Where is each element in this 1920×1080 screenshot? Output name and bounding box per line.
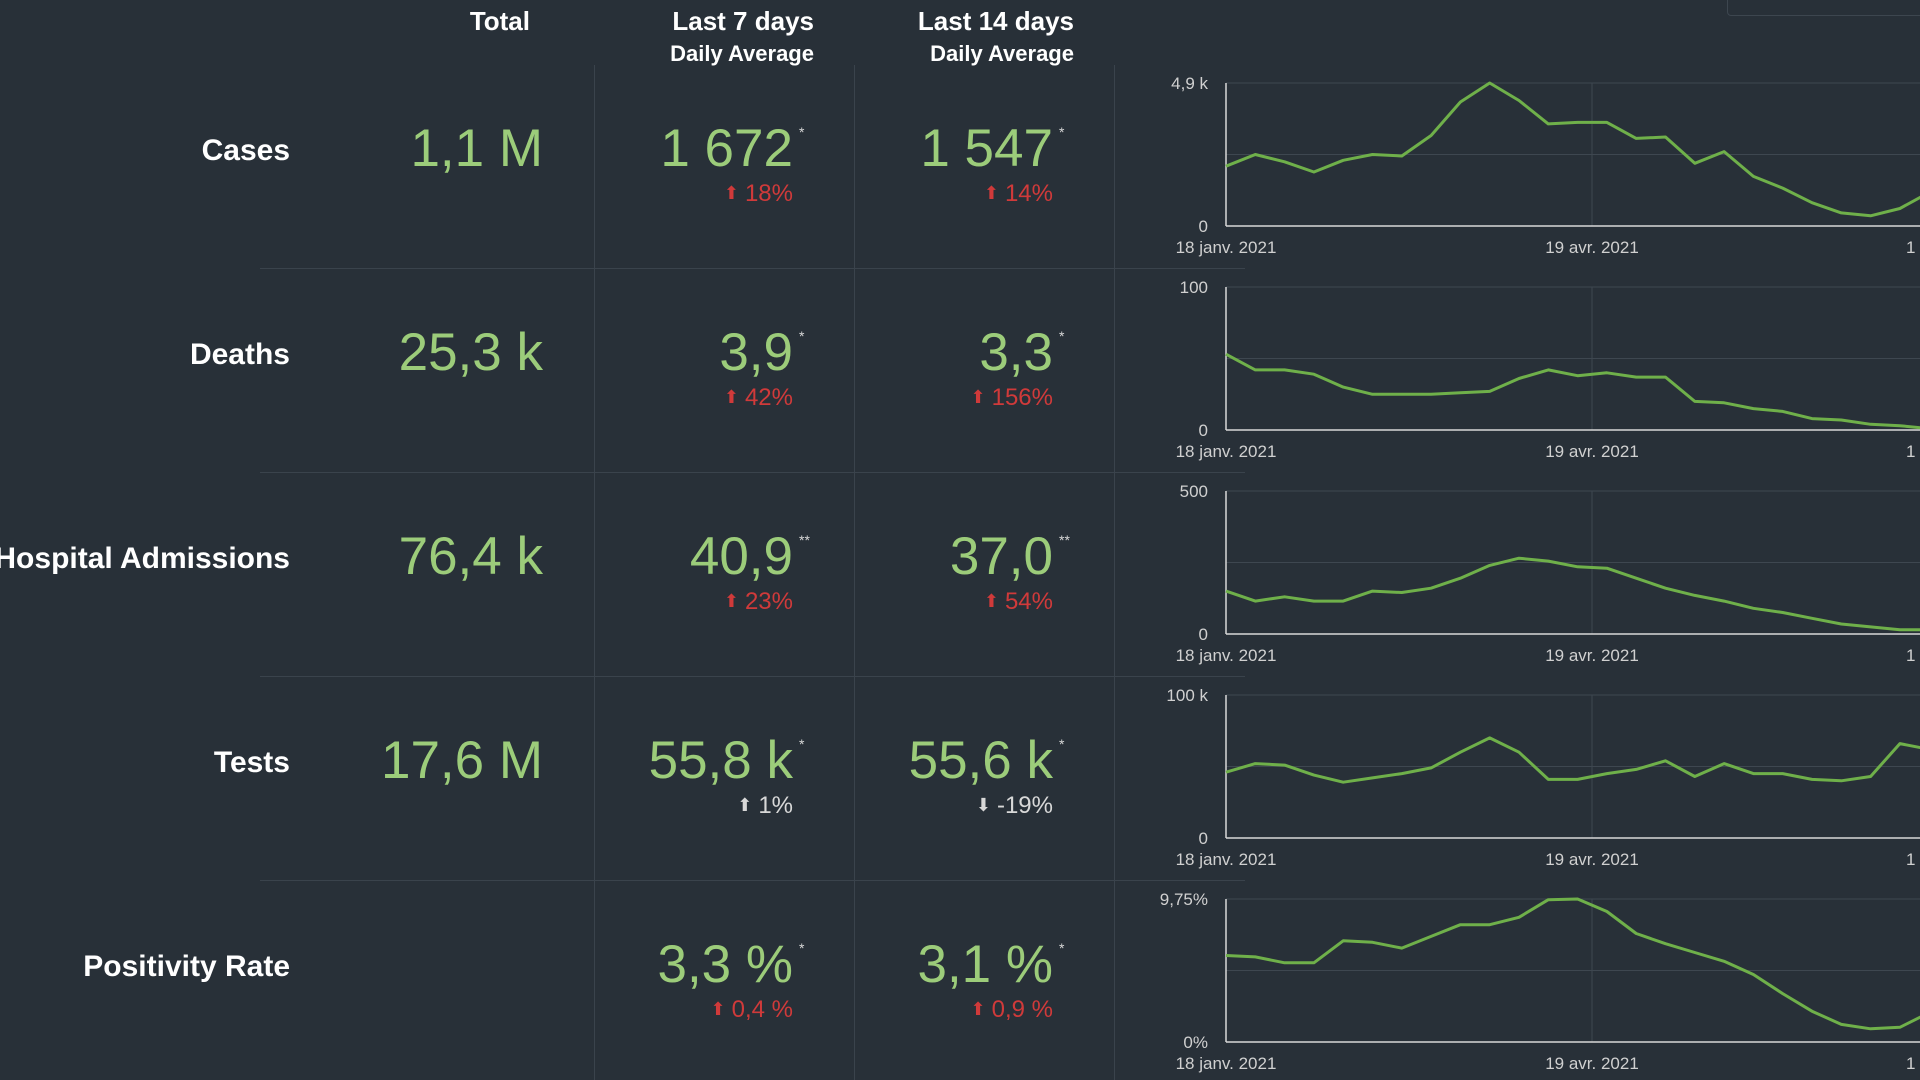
header-last14-sub: Daily Average (930, 41, 1074, 66)
y-tick-label-max: 9,75% (1160, 890, 1208, 909)
positivity-last7-mark: * (799, 940, 805, 956)
x-tick-label: 1 (1906, 238, 1915, 257)
arrow-up-icon: ⬆ (723, 387, 739, 407)
cases-last14: 1 547 (920, 119, 1053, 178)
arrow-up-icon: ⬆ (723, 591, 739, 611)
deaths-last7: 3,9 (719, 323, 793, 382)
row-divider (260, 472, 1245, 473)
row-divider (260, 268, 1245, 269)
tests-last14: 55,6 k (908, 731, 1053, 790)
x-tick-label: 18 janv. 2021 (1176, 238, 1277, 257)
column-divider (594, 65, 595, 1080)
x-tick-label: 19 avr. 2021 (1545, 238, 1639, 257)
tests-total: 17,6 M (380, 731, 543, 790)
x-tick-label: 18 janv. 2021 (1176, 850, 1277, 869)
tests-last7-delta: ⬆ 1% (737, 792, 793, 819)
arrow-up-icon: ⬆ (710, 999, 726, 1019)
deaths-last14-delta: ⬆ 156% (970, 384, 1053, 411)
hospital-last7: 40,9 (689, 527, 793, 586)
positivity-last7-delta: ⬆ 0,4 % (710, 996, 793, 1023)
cases-total: 1,1 M (410, 119, 543, 178)
x-tick-label: 18 janv. 2021 (1176, 1054, 1277, 1073)
arrow-up-icon: ⬆ (983, 183, 999, 203)
deaths-last14: 3,3 (979, 323, 1053, 382)
hospital-last14: 37,0 (949, 527, 1053, 586)
column-divider (1114, 65, 1115, 1080)
row-label-positivity-rate: Positivity Rate (83, 950, 290, 983)
positivity-last14-mark: * (1059, 940, 1065, 956)
y-tick-label-max: 4,9 k (1171, 74, 1208, 93)
x-tick-label: 18 janv. 2021 (1176, 442, 1277, 461)
row-label-deaths: Deaths (189, 338, 290, 371)
row-label-hospital-admissions: Hospital Admissions (0, 542, 290, 575)
tests-last7-mark: * (799, 736, 805, 752)
positivity-last7: 3,3 % (657, 935, 793, 994)
y-tick-label-min: 0 (1199, 829, 1208, 848)
hospital-last14-mark: ** (1059, 532, 1070, 548)
series-line-positivity-rate (1225, 897, 1920, 1031)
top-right-control[interactable] (1727, 0, 1920, 16)
arrow-down-icon: ⬇ (975, 795, 991, 815)
positivity-last14-delta: ⬆ 0,9 % (970, 996, 1053, 1023)
x-tick-label: 19 avr. 2021 (1545, 850, 1639, 869)
x-tick-label: 18 janv. 2021 (1176, 646, 1277, 665)
cases-last14-delta: ⬆ 14% (983, 180, 1053, 207)
y-tick-label-max: 500 (1180, 482, 1208, 501)
series-line-cases (1225, 81, 1920, 218)
deaths-total: 25,3 k (398, 323, 543, 382)
tests-last14-delta: ⬇ -19% (975, 792, 1053, 819)
row-label-tests: Tests (213, 746, 290, 779)
deaths-last7-mark: * (799, 328, 805, 344)
positivity-last14: 3,1 % (917, 935, 1053, 994)
series-line-tests (1225, 736, 1920, 784)
x-tick-label: 1 (1906, 850, 1915, 869)
cases-last7-delta: ⬆ 18% (723, 180, 793, 207)
hospital-last7-mark: ** (799, 532, 810, 548)
hospital-total: 76,4 k (398, 527, 543, 586)
arrow-up-icon: ⬆ (723, 183, 739, 203)
hospital-last7-delta: ⬆ 23% (723, 588, 793, 615)
x-tick-label: 19 avr. 2021 (1545, 1054, 1639, 1073)
tests-last7: 55,8 k (648, 731, 793, 790)
row-label-cases: Cases (201, 134, 290, 167)
row-divider (260, 880, 1245, 881)
x-tick-label: 1 (1906, 1054, 1915, 1073)
cases-last14-mark: * (1059, 124, 1065, 140)
y-tick-label-max: 100 (1180, 278, 1208, 297)
series-line-deaths (1225, 352, 1920, 430)
row-divider (260, 676, 1245, 677)
arrow-up-icon: ⬆ (983, 591, 999, 611)
arrow-up-icon: ⬆ (970, 999, 986, 1019)
cases-last7-mark: * (799, 124, 805, 140)
arrow-up-icon: ⬆ (970, 387, 986, 407)
x-tick-label: 19 avr. 2021 (1545, 646, 1639, 665)
column-divider (854, 65, 855, 1080)
header-last7: Last 7 days (672, 6, 814, 36)
deaths-last7-delta: ⬆ 42% (723, 384, 793, 411)
arrow-up-icon: ⬆ (737, 795, 753, 815)
y-tick-label-min: 0 (1199, 625, 1208, 644)
x-tick-label: 1 (1906, 646, 1915, 665)
x-tick-label: 1 (1906, 442, 1915, 461)
x-tick-label: 19 avr. 2021 (1545, 442, 1639, 461)
tests-last14-mark: * (1059, 736, 1065, 752)
y-tick-label-max: 100 k (1166, 686, 1208, 705)
series-line-hospital-admissions (1225, 556, 1920, 632)
header-last14: Last 14 days (917, 6, 1074, 36)
header-last7-sub: Daily Average (670, 41, 814, 66)
y-tick-label-min: 0 (1199, 217, 1208, 236)
y-tick-label-min: 0% (1183, 1033, 1208, 1052)
header-total: Total (469, 6, 530, 36)
y-tick-label-min: 0 (1199, 421, 1208, 440)
hospital-last14-delta: ⬆ 54% (983, 588, 1053, 615)
cases-last7: 1 672 (660, 119, 793, 178)
deaths-last14-mark: * (1059, 328, 1065, 344)
